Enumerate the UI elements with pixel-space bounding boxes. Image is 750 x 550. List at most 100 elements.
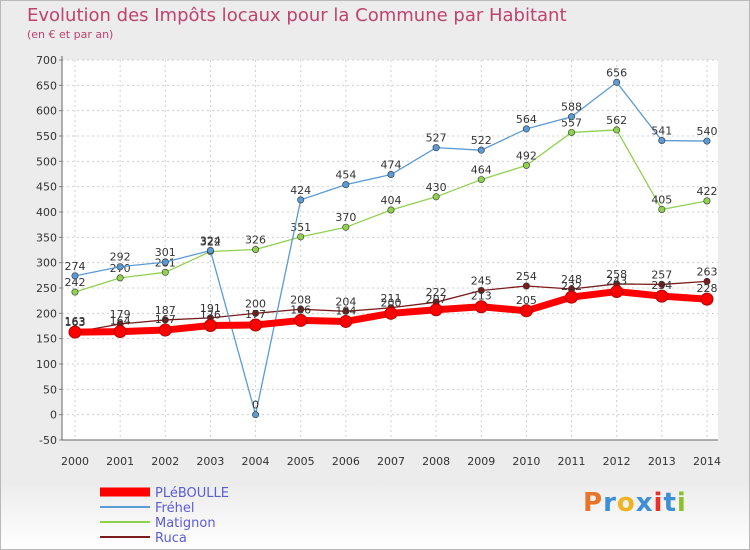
x-tick-label: 2002	[151, 455, 179, 468]
y-tick-label: 450	[36, 181, 57, 194]
data-label: 242	[65, 276, 86, 289]
data-point	[613, 78, 621, 86]
data-point	[203, 318, 217, 332]
data-point	[519, 304, 533, 318]
data-point	[700, 292, 714, 306]
legend-label: PLéBOULLE	[155, 486, 229, 501]
data-label: 204	[335, 295, 356, 308]
y-tick-label: 50	[43, 383, 57, 396]
data-label: 656	[606, 66, 627, 79]
data-point	[658, 137, 666, 145]
data-label: 322	[200, 236, 221, 249]
data-point	[297, 196, 305, 204]
data-label: 541	[651, 125, 672, 138]
data-point	[522, 125, 530, 133]
data-point	[387, 206, 395, 214]
x-tick-label: 2007	[377, 455, 405, 468]
series-pl-boulle: 163 164 167 176 177 186 184 200 207 213 205 232 243 2…	[65, 275, 717, 339]
data-label: 588	[561, 101, 582, 114]
data-label: 474	[380, 159, 401, 172]
data-label: 527	[426, 132, 447, 145]
data-point	[658, 205, 666, 213]
data-label: 222	[426, 286, 447, 299]
x-tick-label: 2009	[467, 455, 495, 468]
data-label: 492	[516, 149, 537, 162]
data-label: 232	[561, 280, 582, 293]
data-label: 292	[110, 251, 131, 264]
data-label: 258	[606, 268, 627, 281]
data-point	[206, 247, 214, 255]
data-label: 522	[471, 134, 492, 147]
data-point	[565, 290, 579, 304]
data-label: 324	[200, 235, 221, 248]
data-point	[703, 137, 711, 145]
x-tick-label: 2011	[558, 455, 586, 468]
data-label: 243	[606, 275, 627, 288]
x-tick-label: 2014	[693, 455, 721, 468]
data-label: 454	[335, 169, 356, 182]
data-point	[71, 272, 79, 280]
y-tick-label: 200	[36, 307, 57, 320]
legend-label: Matignon	[155, 516, 216, 531]
plot-area	[62, 60, 718, 440]
data-point	[477, 146, 485, 154]
data-point	[384, 306, 398, 320]
x-tick-label: 2005	[287, 455, 315, 468]
data-point	[342, 181, 350, 189]
y-tick-label: 0	[50, 409, 57, 422]
x-tick-label: 2013	[648, 455, 676, 468]
data-label: 370	[335, 211, 356, 224]
data-label: 254	[516, 270, 537, 283]
data-point	[113, 325, 127, 339]
data-label: 179	[110, 308, 131, 321]
data-point	[387, 171, 395, 179]
data-label: 200	[245, 297, 266, 310]
y-tick-label: 400	[36, 206, 57, 219]
data-label: 163	[65, 316, 86, 329]
data-point	[71, 288, 79, 296]
series-matignon: 2422702813223263513704044304644925575624…	[65, 114, 717, 296]
x-tick-label: 2006	[332, 455, 360, 468]
data-point	[252, 309, 260, 317]
x-tick-label: 2004	[242, 455, 270, 468]
y-tick-label: 550	[36, 130, 57, 143]
y-tick-label: -50	[39, 434, 57, 447]
data-label: 234	[651, 279, 672, 292]
chart-subtitle: (en € et par an)	[27, 28, 114, 41]
data-point	[161, 316, 169, 324]
data-point	[432, 193, 440, 201]
proxiti-logo: Proxiti	[583, 488, 687, 518]
x-tick-label: 2012	[603, 455, 631, 468]
data-point	[568, 113, 576, 121]
data-label: 164	[110, 315, 131, 328]
data-label: 184	[335, 304, 356, 317]
data-point	[477, 176, 485, 184]
data-point	[249, 318, 263, 332]
data-point	[474, 300, 488, 314]
x-tick-label: 2008	[422, 455, 450, 468]
y-tick-label: 150	[36, 333, 57, 346]
data-point	[161, 268, 169, 276]
y-tick-label: 600	[36, 105, 57, 118]
data-label: 167	[155, 313, 176, 326]
data-point	[339, 314, 353, 328]
data-label: 248	[561, 273, 582, 286]
y-tick-label: 700	[36, 54, 57, 67]
data-label: 191	[200, 302, 221, 315]
data-point	[613, 126, 621, 134]
data-point	[522, 161, 530, 169]
data-label: 557	[561, 116, 582, 129]
data-point	[116, 263, 124, 271]
data-label: 208	[290, 293, 311, 306]
data-label: 211	[380, 292, 401, 305]
data-label: 274	[65, 260, 86, 273]
legend-label: Fréhel	[155, 501, 194, 516]
data-label: 326	[245, 233, 266, 246]
data-label: 464	[471, 164, 492, 177]
data-label: 176	[200, 308, 221, 321]
data-point	[703, 277, 711, 285]
data-label: 200	[380, 296, 401, 309]
data-label: 228	[696, 282, 717, 295]
data-point	[297, 233, 305, 241]
